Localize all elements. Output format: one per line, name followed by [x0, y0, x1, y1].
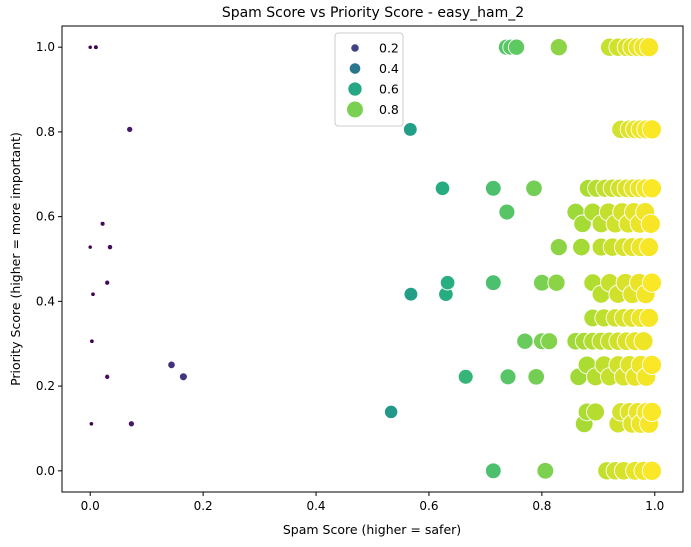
data-point	[586, 402, 605, 422]
data-point	[573, 214, 592, 234]
points-layer	[87, 37, 662, 481]
data-point	[498, 203, 516, 221]
data-point	[104, 279, 111, 286]
data-point	[572, 237, 591, 257]
chart-title: Spam Score vs Priority Score - easy_ham_…	[222, 5, 524, 21]
data-point	[167, 360, 176, 370]
data-point	[87, 44, 93, 50]
legend-marker	[346, 100, 364, 119]
y-tick-label: 0.8	[36, 125, 55, 139]
data-point	[549, 38, 568, 57]
data-point	[641, 401, 662, 422]
data-point	[99, 220, 106, 227]
y-tick-label: 1.0	[36, 40, 55, 54]
legend-marker	[347, 81, 363, 97]
data-point	[639, 307, 660, 328]
x-tick-label: 0.0	[81, 499, 100, 513]
data-point	[484, 462, 502, 480]
y-tick-label: 0.2	[36, 379, 55, 393]
legend-label: 0.6	[379, 82, 399, 97]
x-axis-ticks: 0.0 0.2 0.4 0.6 0.8 1.0	[81, 492, 664, 513]
data-point	[527, 368, 545, 386]
data-point	[383, 404, 399, 420]
data-point	[641, 354, 662, 375]
data-point	[93, 44, 99, 51]
data-point	[525, 179, 543, 198]
data-point	[457, 368, 474, 385]
x-tick-label: 0.4	[306, 499, 325, 513]
y-tick-label: 0.4	[36, 294, 55, 308]
data-point	[403, 286, 419, 302]
data-point	[641, 272, 662, 293]
legend-label: 0.8	[379, 102, 399, 117]
data-point	[536, 461, 555, 480]
legend-label: 0.4	[379, 61, 399, 76]
data-point	[540, 332, 559, 351]
data-point	[88, 421, 95, 427]
data-point	[434, 180, 451, 197]
legend-marker	[350, 43, 360, 53]
data-point	[640, 213, 661, 234]
data-point	[439, 274, 456, 291]
data-point	[126, 125, 134, 133]
data-point	[549, 238, 568, 257]
data-point	[402, 122, 418, 137]
x-axis-label: Spam Score (higher = safer)	[283, 522, 461, 537]
x-tick-label: 0.8	[532, 499, 551, 513]
data-point	[104, 373, 111, 380]
legend-label: 0.2	[379, 41, 399, 56]
data-point	[484, 179, 502, 197]
data-point	[87, 244, 93, 250]
data-point	[507, 38, 526, 56]
legend: 0.2 0.4 0.6 0.8	[334, 32, 404, 127]
data-point	[484, 274, 502, 292]
data-point	[641, 460, 662, 481]
data-point	[499, 368, 517, 386]
data-point	[547, 273, 566, 292]
y-axis-ticks: 0.0 0.2 0.4 0.6 0.8 1.0	[36, 40, 62, 478]
data-point	[127, 420, 135, 428]
data-point	[633, 331, 654, 352]
x-tick-label: 0.2	[194, 499, 213, 513]
data-point	[106, 243, 114, 251]
data-point	[90, 291, 96, 297]
data-point	[641, 178, 662, 199]
plot-frame	[61, 25, 684, 493]
x-tick-label: 0.6	[419, 499, 438, 513]
data-point	[178, 372, 188, 382]
y-axis-label: Priority Score (higher = more important)	[8, 132, 23, 386]
data-point	[639, 237, 660, 258]
x-tick-label: 1.0	[645, 499, 664, 513]
data-point	[639, 37, 660, 58]
data-point	[516, 332, 534, 350]
legend-marker	[348, 62, 362, 75]
y-tick-label: 0.6	[36, 210, 55, 224]
data-point	[641, 119, 662, 140]
y-tick-label: 0.0	[36, 464, 55, 478]
data-point	[89, 338, 95, 344]
